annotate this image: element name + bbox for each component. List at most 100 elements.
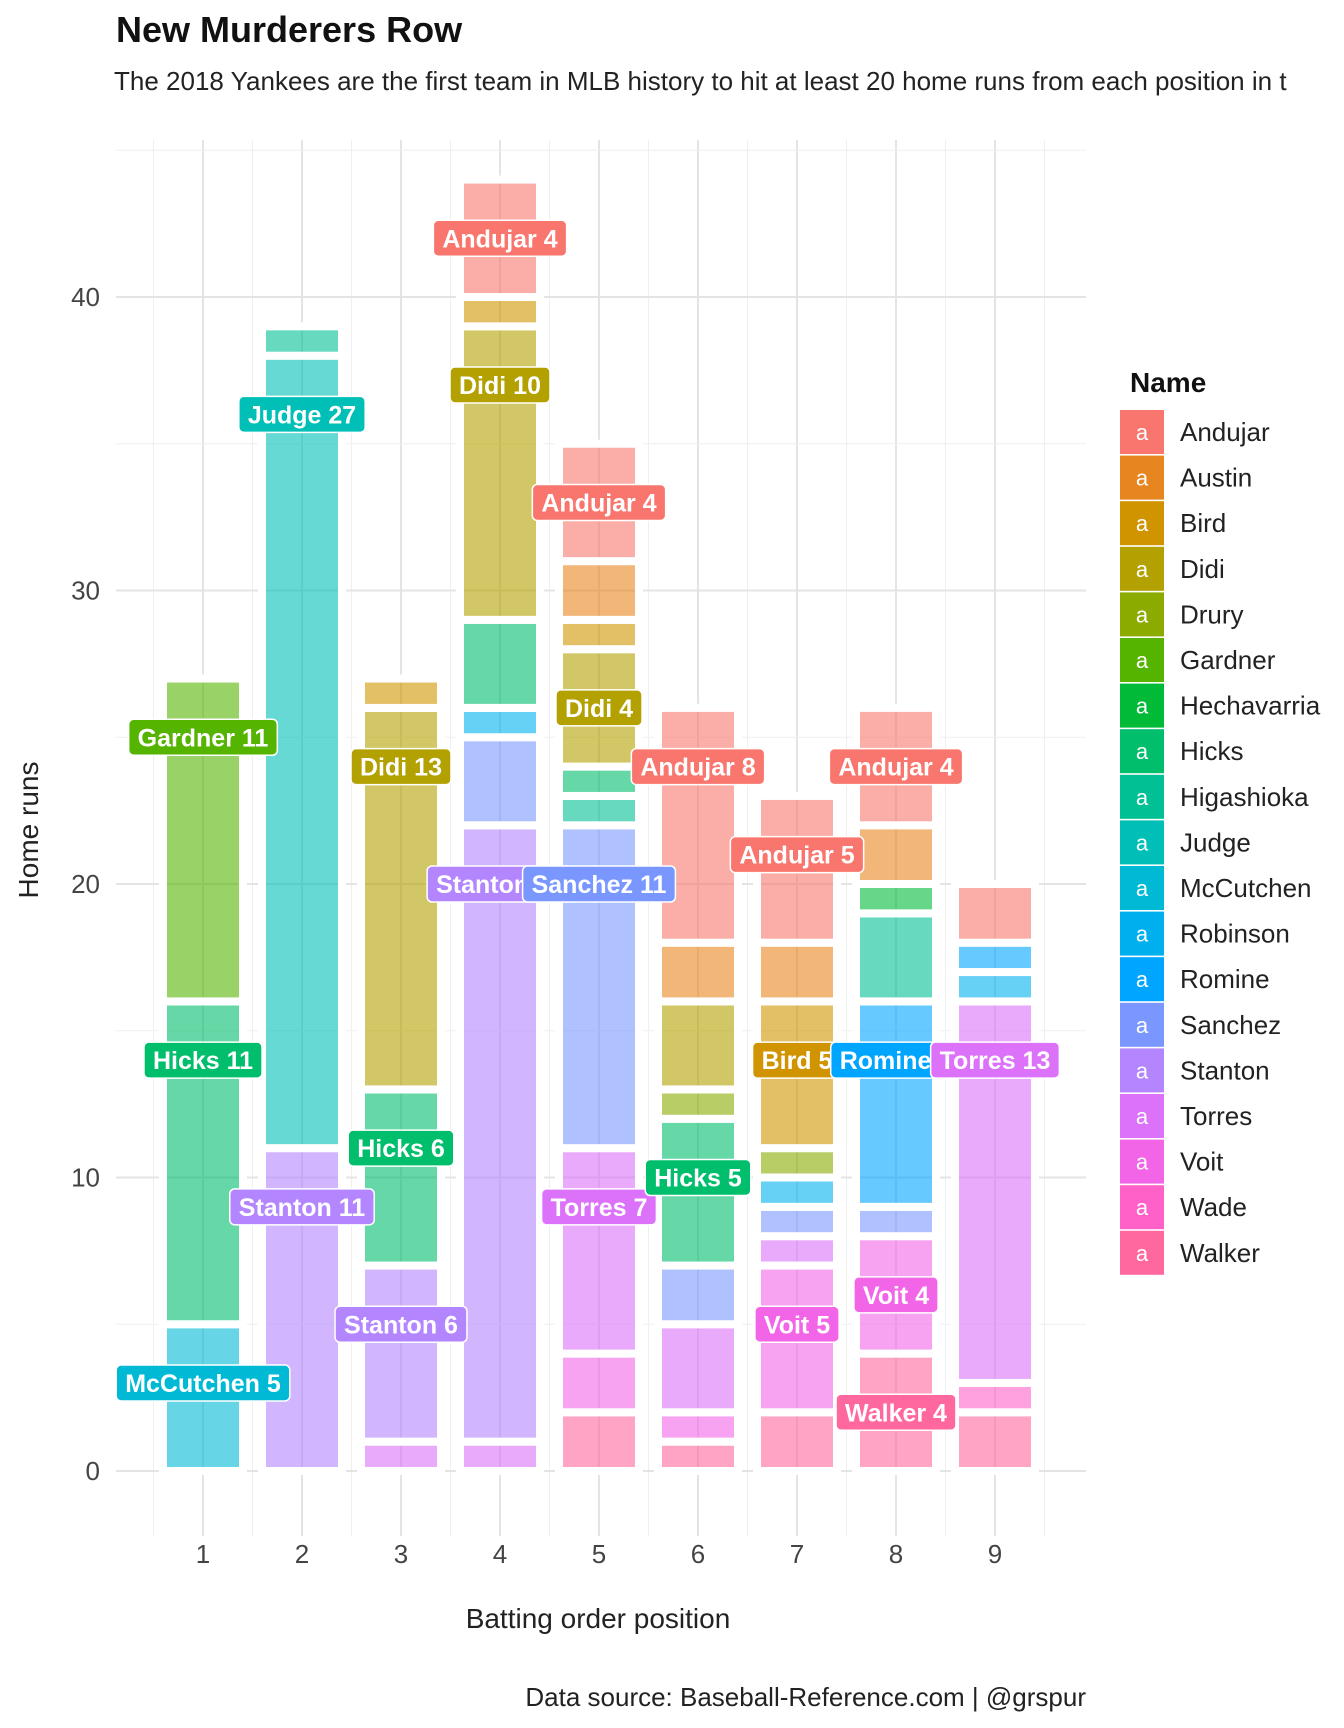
legend-key-glyph: a (1136, 1150, 1149, 1175)
bar-segment-hicks (456, 615, 544, 712)
legend-key-glyph: a (1136, 602, 1149, 627)
data-label-text: Hicks 6 (357, 1135, 445, 1163)
bar-segment-sanchez (456, 733, 544, 830)
x-tick-label: 1 (196, 1539, 210, 1569)
data-label-box (347, 1129, 455, 1167)
bar-segment-drury (654, 1085, 742, 1123)
data-label-text: Voit 4 (863, 1282, 929, 1310)
legend-item-sanchez: a Sanchez (1120, 1002, 1281, 1047)
x-tick-label: 3 (394, 1539, 408, 1569)
bar-segment-bird (555, 615, 643, 654)
data-label-text: Andujar 4 (541, 489, 656, 517)
legend-item-gardner: a Gardner (1120, 638, 1276, 682)
data-label: Hicks 6 (347, 1129, 455, 1167)
bar-segment-andujar (951, 880, 1039, 947)
data-labels: McCutchen 5 Hicks 11 Gardner 11 Stanton 11 J… (115, 219, 1061, 1432)
data-label: McCutchen 5 (115, 1364, 291, 1402)
data-label-box (853, 1276, 939, 1314)
data-label-text: Andujar 4 (838, 754, 953, 782)
axis-ticks: 1 2 3 4 5 6 7 8 9 0 10 20 30 40 (71, 282, 1002, 1569)
data-label-box (729, 835, 865, 874)
legend-label: Hicks (1180, 736, 1244, 766)
legend-key-glyph: a (1136, 1241, 1149, 1266)
bar-segment-bird (357, 674, 445, 712)
y-tick-label: 10 (71, 1163, 100, 1193)
bar-segment-sanchez (654, 1261, 742, 1329)
legend-key (1120, 820, 1164, 865)
legend-label: Andujar (1180, 417, 1270, 447)
chart-caption: Data source: Baseball-Reference.com | @g… (525, 1682, 1086, 1712)
chart-title: New Murderers Row (116, 9, 463, 50)
legend-label: Walker (1180, 1238, 1260, 1268)
legend-key (1120, 911, 1164, 956)
chart-subtitle: The 2018 Yankees are the first team in M… (114, 66, 1287, 96)
bar-segment-robinson (456, 703, 544, 742)
data-label-text: Torres 7 (551, 1194, 648, 1222)
legend-key (1120, 455, 1164, 500)
data-label: Didi 10 (449, 366, 551, 404)
legend-label: Drury (1180, 599, 1244, 629)
bar-segment-stanton (456, 821, 544, 1446)
bar-segment-higashioka (852, 909, 940, 1006)
legend-key (1120, 957, 1164, 1002)
x-tick-label: 7 (790, 1539, 804, 1569)
legend-item-hicks: a Hicks (1120, 729, 1244, 774)
legend-label: Gardner (1180, 645, 1276, 675)
legend-key (1120, 1185, 1164, 1230)
data-label: Stanton 11 (229, 1188, 375, 1226)
legend-item-hechavarria: a Hechavarria (1120, 683, 1321, 728)
data-label-text: Andujar 5 (739, 842, 854, 870)
data-label-text: Sanchez 11 (532, 871, 667, 899)
x-axis-title: Batting order position (466, 1603, 731, 1634)
legend-key-glyph: a (1136, 1104, 1149, 1129)
data-label-text: Bird 5 (762, 1047, 833, 1075)
data-label-text: Judge 27 (248, 401, 356, 429)
data-label-text: Stanton 11 (239, 1194, 366, 1222)
legend-label: Sanchez (1180, 1010, 1281, 1040)
legend-key-glyph: a (1136, 511, 1149, 536)
bar-segment-hechavarria (852, 880, 940, 918)
data-label: Hicks 11 (143, 1041, 263, 1079)
bar-segment-romine (951, 938, 1039, 977)
data-label: Voit 5 (754, 1305, 840, 1343)
bar-segment-higashioka (555, 791, 643, 830)
legend-item-judge: a Judge (1120, 820, 1251, 865)
legend-item-bird: a Bird (1120, 501, 1226, 546)
data-label-text: Didi 10 (459, 372, 541, 400)
data-label-box (929, 1041, 1061, 1079)
data-label-box (555, 689, 643, 727)
data-label-text: Andujar 4 (442, 225, 557, 253)
y-axis-title: Home runs (13, 762, 44, 899)
x-tick-label: 6 (691, 1539, 705, 1569)
data-label-box (115, 1364, 291, 1402)
data-label-text: Andujar 8 (640, 754, 755, 782)
legend-item-walker: a Walker (1120, 1230, 1260, 1275)
data-label-box (531, 483, 667, 522)
legend-key (1120, 729, 1164, 774)
legend-key (1120, 774, 1164, 819)
data-label: Gardner 11 (127, 718, 279, 756)
legend-item-stanton: a Stanton (1120, 1048, 1270, 1093)
legend-key-glyph: a (1136, 1058, 1149, 1083)
y-tick-label: 20 (71, 869, 100, 899)
bar-segment-walker (951, 1408, 1039, 1476)
legend-label: Romine (1180, 964, 1270, 994)
legend-item-drury: a Drury (1120, 592, 1244, 637)
bar-segment-austin (852, 821, 940, 888)
bar-segment-higashioka (258, 322, 346, 360)
data-label: Andujar 4 (828, 747, 964, 786)
data-label: Andujar 8 (630, 747, 766, 786)
data-label-box (127, 718, 279, 756)
data-label: Hicks 5 (644, 1158, 752, 1197)
legend-title: Name (1130, 367, 1206, 398)
legend-label: Judge (1180, 827, 1251, 857)
data-label-text: McCutchen 5 (125, 1370, 281, 1398)
bar-segment-torres (555, 1144, 643, 1358)
bar-segment-robinson (951, 968, 1039, 1006)
legend-label: Bird (1180, 508, 1226, 538)
x-tick-label: 4 (493, 1539, 507, 1569)
y-tick-label: 0 (86, 1456, 100, 1486)
bar-segment-hicks (555, 762, 643, 800)
data-label-box (238, 395, 366, 434)
legend-label: Torres (1180, 1101, 1252, 1131)
